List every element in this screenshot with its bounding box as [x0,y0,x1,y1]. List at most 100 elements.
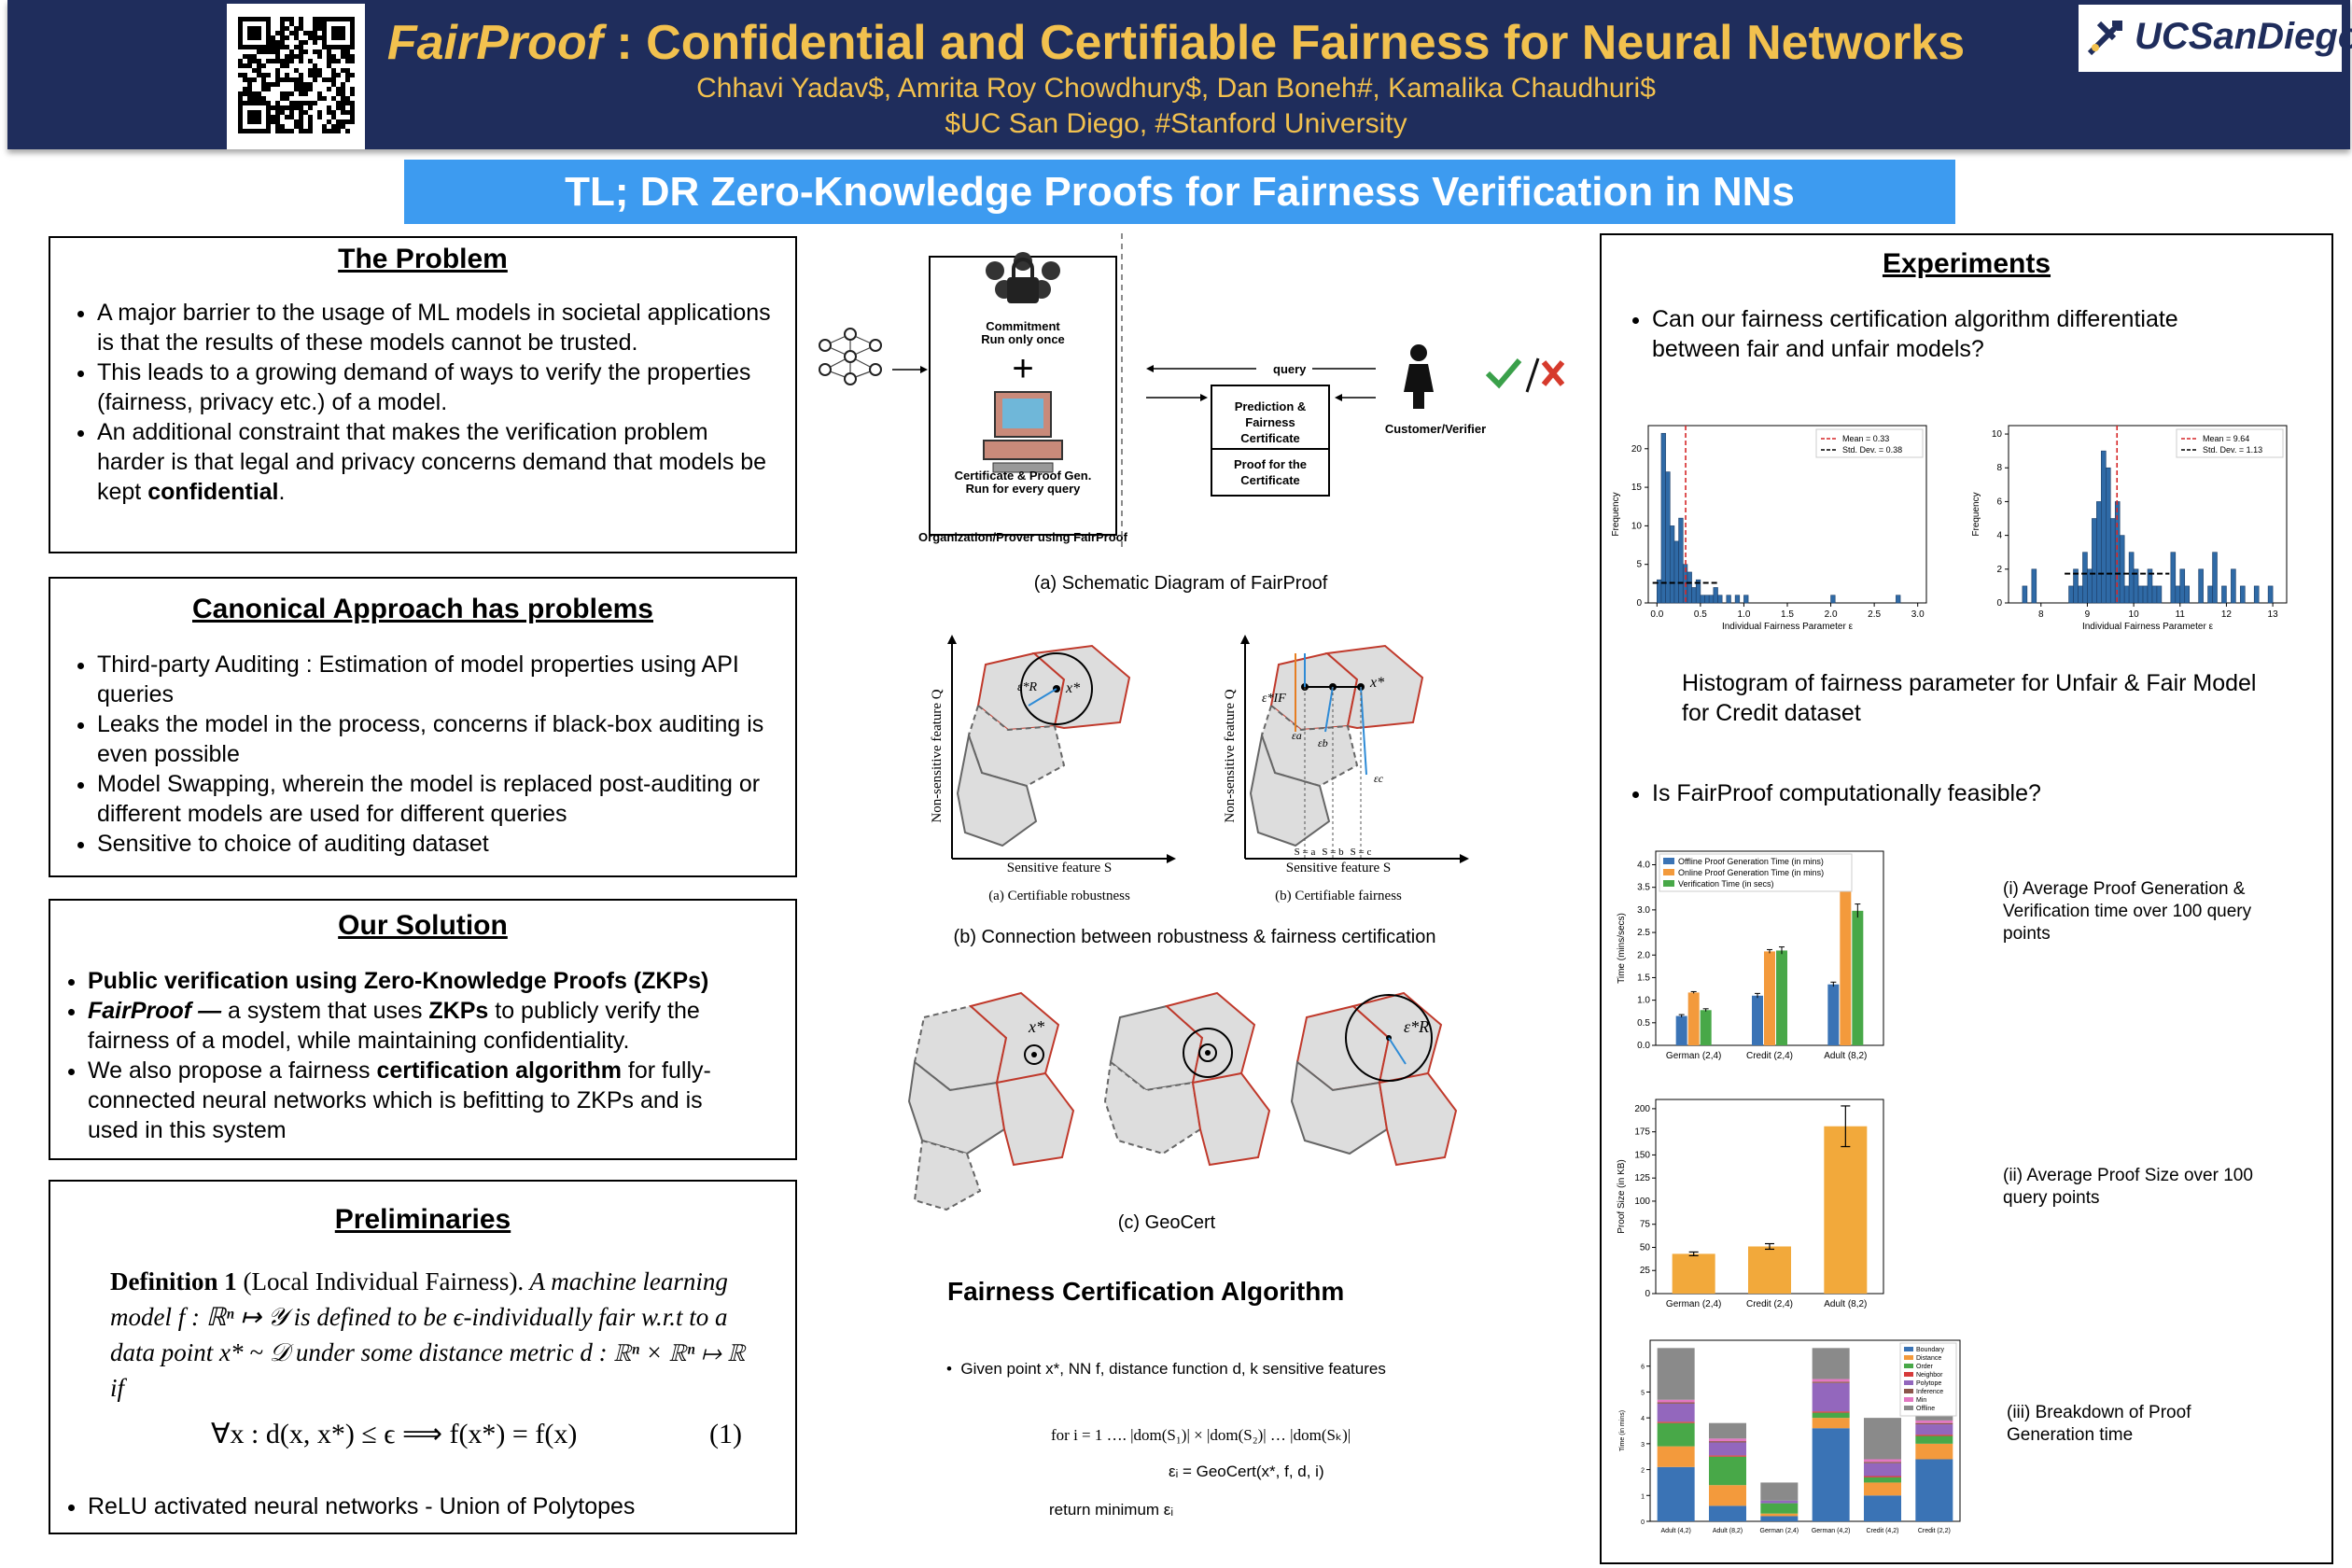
breakdown-legend-swatch [1904,1389,1913,1393]
hist-fair-bar [2142,585,2149,604]
breakdown-chart-ytick-label: 6 [1641,1365,1645,1371]
hist-fair-ytick-label: 0 [1996,598,2002,609]
hist-unfair-ylabel: Frequency [1611,492,1621,536]
time-chart-ytick-label: 2.5 [1637,928,1650,938]
hist-fair-bar [2231,568,2236,604]
problem-bullet-3-punct: . [278,479,286,505]
hist-fair-bar [2109,518,2116,604]
time-bar [1687,992,1700,1045]
geocert-x-label: x* [1028,1017,1044,1036]
breakdown-bar-segment [1709,1422,1746,1439]
hist-fair-ytick-label: 6 [1996,497,2002,507]
qr-module [266,87,271,91]
fair-ylabel: Non-sensitive feature Q [1223,689,1238,822]
qr-module [317,54,322,59]
qr-module [280,105,285,110]
hist-unfair-bar [1673,540,1679,604]
qr-module [322,129,327,133]
hist-unfair-ytick-label: 5 [1636,560,1642,570]
fair-xlabel: Sensitive feature S [1286,861,1391,875]
hist-fair-ytick-label: 8 [1996,463,2002,473]
qr-module [350,101,355,105]
qr-module [313,21,317,26]
certgen-sub: Run for every query [966,482,1082,496]
time-bar [1840,866,1852,1045]
qr-module [345,101,350,105]
qr-code[interactable] [227,4,365,149]
qr-module [327,54,331,59]
hist-fair-bar [2156,585,2163,604]
qr-module [243,54,247,59]
qr-module [331,124,336,129]
breakdown-chart-ytick-label: 1 [1641,1493,1645,1500]
hist-fair-bar [2221,585,2227,604]
breakdown-bar-segment [1915,1422,1953,1425]
qr-module [280,40,285,45]
qr-module [308,119,313,124]
qr-module [257,59,261,63]
qr-module [271,82,275,87]
breakdown-bar-segment [1864,1482,1901,1496]
qr-module [289,49,294,54]
qr-module [271,105,275,110]
qr-module [336,91,341,96]
qr-module [285,17,289,21]
time-chart: 0.0 0.5 1.0 1.5 2.0 2.5 3.0 3.5 4.0 Time (mins/se… [1617,850,1884,1061]
qr-module [317,26,322,31]
qr-module [247,77,252,82]
hist-unfair-bar [1669,525,1675,604]
qr-module [247,87,252,91]
qr-module [341,68,345,73]
qr-module [247,59,252,63]
breakdown-bar-segment [1709,1438,1746,1442]
qr-module [345,68,350,73]
qr-module [294,101,299,105]
qr-module [308,31,313,35]
hist-fair-legend-mean: Mean = 9.64 [2203,434,2249,443]
qr-module [345,49,350,54]
qr-module [266,82,271,87]
hist-fair-bar [2179,568,2186,604]
breakdown-category-label: German (4,2) [1812,1528,1851,1534]
breakdown-bar-segment [1657,1422,1695,1447]
robust-xlabel: Sensitive feature S [1007,861,1112,875]
qr-module [341,124,345,129]
preliminaries-box: Preliminaries Definition 1 (Local Indivi… [49,1180,797,1534]
qr-module [303,31,308,35]
qr-module [308,129,313,133]
qr-module [294,77,299,82]
qr-module [327,87,331,91]
qr-module [280,17,285,21]
breakdown-legend-swatch [1904,1397,1913,1402]
qr-module [289,101,294,105]
breakdown-bar-segment [1812,1412,1850,1419]
qr-module [280,110,285,115]
qr-module [327,119,331,124]
qr-module [341,49,345,54]
hist-fair-bar [2212,552,2218,604]
qr-module [285,73,289,77]
time-category-label: Adult (8,2) [1824,1051,1867,1061]
qr-module [299,73,303,77]
breakdown-bar-segment [1864,1462,1901,1463]
caption-size: (ii) Average Proof Size over 100 query p… [2003,1166,2253,1208]
size-bar [1748,1246,1791,1294]
time-chart-ytick-label: 1.5 [1637,973,1650,983]
breakdown-bar-segment [1864,1418,1901,1460]
breakdown-bar-segment [1709,1441,1746,1443]
qr-module [247,96,252,101]
solution-bullet-3: We also propose a fairness certification… [88,1056,758,1145]
qr-module [275,101,280,105]
hist-unfair-xtick-label: 1.0 [1737,609,1750,620]
breakdown-legend-swatch [1904,1355,1913,1360]
time-chart-ytick-label: 3.0 [1637,905,1650,916]
qr-module [275,115,280,119]
breakdown-legend-swatch [1904,1347,1913,1351]
qr-module [317,96,322,101]
qr-module [275,82,280,87]
preliminaries-list: ReLU activated neural networks - Union o… [50,1491,635,1521]
histogram-fair: 8 9 10 11 12 13 0 2 4 6 8 10 Individual Fairness Par… [1971,425,2288,632]
hist-unfair-ytick-label: 10 [1631,521,1643,531]
canonical-box: Canonical Approach has problems Third-pa… [49,577,797,877]
time-legend-label: Offline Proof Generation Time (in mins) [1678,857,1824,866]
